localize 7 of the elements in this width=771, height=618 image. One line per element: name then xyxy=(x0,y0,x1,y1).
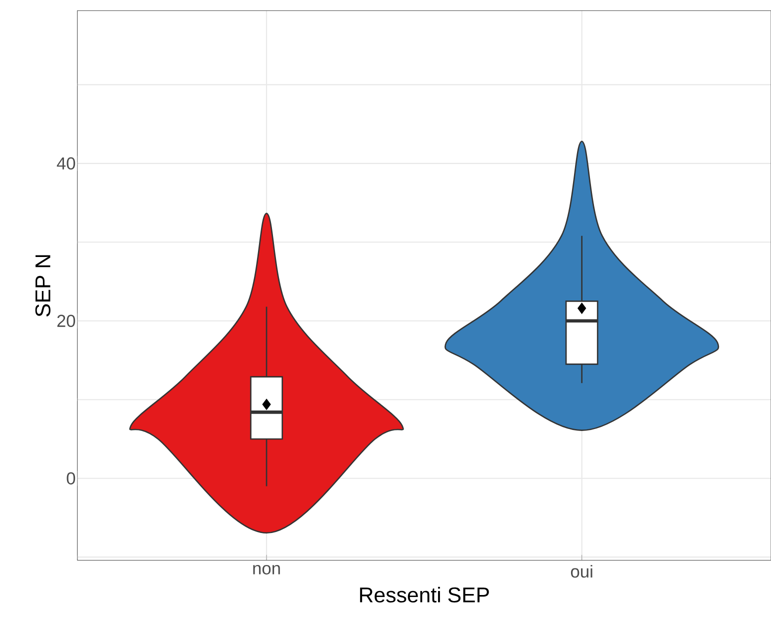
y-tick-label: 0 xyxy=(66,472,76,485)
y-tick-label: 40 xyxy=(56,157,76,170)
x-tick-label: oui xyxy=(570,565,592,578)
x-tick-label: non xyxy=(253,565,280,575)
y-tick-label: 20 xyxy=(57,314,76,328)
x-axis-title: Ressenti SEP xyxy=(360,587,489,603)
y-axis-title: SEP N xyxy=(35,255,50,317)
